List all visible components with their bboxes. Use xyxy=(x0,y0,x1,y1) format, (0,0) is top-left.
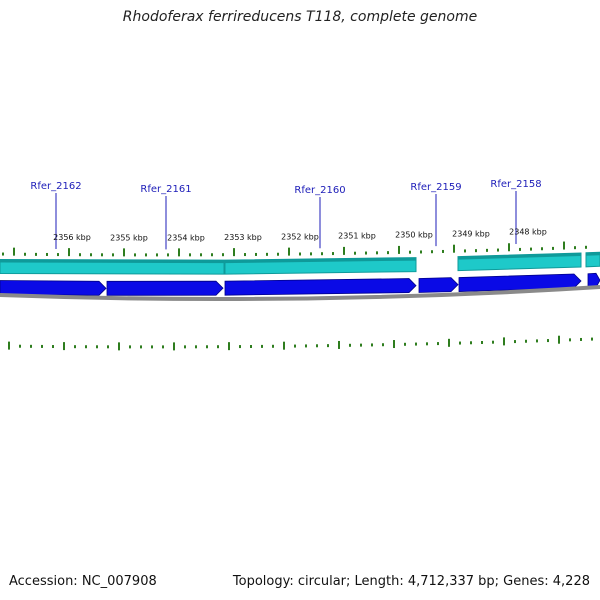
kbp-label: 2355 kbp xyxy=(110,233,148,242)
cds-band-track xyxy=(0,251,600,275)
kbp-label: 2356 kbp xyxy=(53,233,91,242)
kbp-label: 2350 kbp xyxy=(395,231,433,240)
kbp-label: 2353 kbp xyxy=(224,233,262,242)
gene-arrow-track xyxy=(0,272,600,296)
genome-backbone xyxy=(0,285,600,302)
gene-label-group: Rfer_2162 Rfer_2161 Rfer_2160 Rfer_2159 Rfer… xyxy=(30,179,542,250)
top-tick-row xyxy=(2,241,587,257)
kbp-label: 2349 kbp xyxy=(452,229,490,238)
genome-summary-text: Topology: circular; Length: 4,712,337 bp… xyxy=(232,574,590,589)
gene-label: Rfer_2159 xyxy=(410,182,461,193)
gene-label: Rfer_2158 xyxy=(490,179,541,190)
kbp-label: 2352 kbp xyxy=(281,233,319,242)
gene-arrow xyxy=(224,278,417,296)
cds-band-edge xyxy=(586,252,600,256)
gene-arrow xyxy=(587,272,600,289)
gene-label: Rfer_2160 xyxy=(294,185,345,196)
gene-label: Rfer_2162 xyxy=(30,181,81,192)
gene-arrow xyxy=(106,280,224,296)
kbp-label: 2348 kbp xyxy=(509,228,547,237)
cds-band xyxy=(585,251,600,268)
accession-text: Accession: NC_007908 xyxy=(9,574,157,589)
gene-arrow xyxy=(458,273,582,292)
kbp-label-group: 2356 kbp 2355 kbp 2354 kbp 2353 kbp 2352 kbp… xyxy=(53,228,547,243)
kbp-label: 2354 kbp xyxy=(167,233,205,242)
cds-band-edge xyxy=(458,252,581,260)
bottom-tick-row xyxy=(8,335,593,351)
cds-band-edge xyxy=(225,257,416,264)
gene-arrow xyxy=(0,280,107,296)
gene-label: Rfer_2161 xyxy=(140,184,191,195)
kbp-label: 2351 kbp xyxy=(338,232,376,241)
gene-arrow xyxy=(418,277,459,293)
cds-band-edge xyxy=(0,259,224,264)
map-title: Rhodoferax ferrireducens T118, complete … xyxy=(122,9,478,25)
